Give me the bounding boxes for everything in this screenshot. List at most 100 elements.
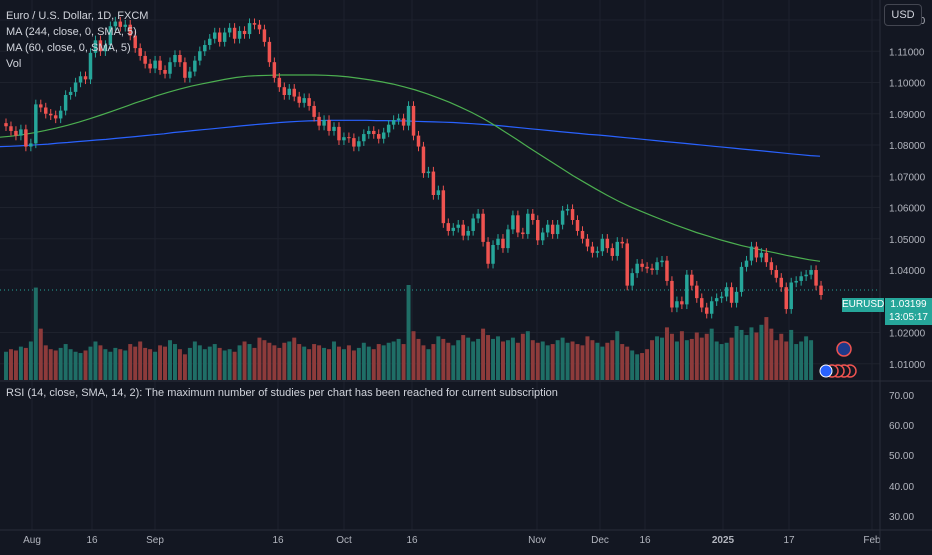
candle bbox=[53, 110, 58, 124]
ma244-legend[interactable]: MA (244, close, 0, SMA, 5) bbox=[6, 26, 137, 38]
volume-bar bbox=[212, 344, 217, 380]
candle-body bbox=[292, 88, 296, 97]
candle bbox=[227, 23, 232, 38]
volume-bar bbox=[426, 349, 431, 380]
x-tick-label: Feb bbox=[863, 535, 881, 546]
candle bbox=[660, 255, 664, 267]
x-tick-label: 16 bbox=[406, 535, 418, 546]
candle bbox=[222, 27, 227, 47]
candle-body bbox=[9, 126, 13, 131]
candle bbox=[4, 118, 8, 131]
volume-bar bbox=[655, 336, 660, 380]
candle bbox=[784, 282, 788, 314]
x-tick-label: Sep bbox=[146, 535, 164, 546]
candle-body bbox=[44, 107, 48, 114]
candle bbox=[536, 215, 540, 245]
candle-body bbox=[754, 246, 759, 258]
candle bbox=[650, 263, 654, 275]
volume-bar bbox=[689, 338, 694, 380]
candle-body bbox=[700, 298, 704, 308]
candle-body bbox=[555, 224, 560, 235]
volume-bar bbox=[580, 345, 585, 380]
candle bbox=[188, 66, 192, 83]
candle-body bbox=[456, 224, 460, 228]
volume-bar bbox=[366, 346, 371, 380]
volume-bar bbox=[669, 333, 674, 380]
candle-body bbox=[704, 307, 709, 314]
candle-body bbox=[749, 246, 754, 261]
candle bbox=[421, 141, 426, 178]
volume-bar bbox=[53, 350, 58, 380]
candle-body bbox=[208, 38, 212, 45]
candle bbox=[714, 293, 719, 306]
candle-body bbox=[262, 29, 267, 42]
volume-bar bbox=[4, 351, 8, 380]
volume-bar bbox=[48, 349, 53, 380]
candle bbox=[312, 101, 316, 122]
candle bbox=[257, 20, 262, 35]
candle-body bbox=[277, 77, 282, 88]
candle bbox=[521, 227, 525, 239]
volume-bar bbox=[356, 347, 361, 380]
currency-button[interactable]: USD bbox=[884, 4, 922, 26]
candle-body bbox=[794, 280, 798, 283]
candle bbox=[809, 265, 813, 280]
volume-bar bbox=[267, 342, 272, 380]
candle bbox=[163, 65, 167, 79]
candle-body bbox=[242, 30, 247, 35]
volume-bar bbox=[247, 344, 252, 380]
candle bbox=[14, 126, 18, 141]
candle bbox=[203, 40, 207, 56]
candle bbox=[411, 101, 416, 141]
volume-bar bbox=[595, 342, 600, 380]
candle bbox=[78, 71, 83, 88]
candle-body bbox=[193, 60, 197, 72]
candle bbox=[153, 55, 157, 74]
y-tick-label: 1.08000 bbox=[889, 141, 926, 152]
volume-bar bbox=[187, 347, 192, 380]
candle-body bbox=[784, 287, 788, 310]
candle bbox=[665, 255, 669, 286]
candle-body bbox=[386, 124, 391, 133]
volume-bar bbox=[590, 340, 595, 380]
ma60-legend[interactable]: MA (60, close, 0, SMA, 5) bbox=[6, 42, 131, 54]
candle-body bbox=[198, 51, 202, 61]
volume-bar bbox=[361, 342, 366, 380]
candle bbox=[327, 115, 331, 136]
flag-icon bbox=[819, 364, 857, 378]
volume-bar bbox=[33, 287, 38, 380]
candle bbox=[585, 234, 590, 252]
candle-body bbox=[327, 120, 331, 131]
volume-bar bbox=[192, 341, 197, 380]
candle-body bbox=[491, 245, 495, 264]
volume-bar bbox=[83, 350, 88, 380]
candle bbox=[29, 138, 33, 152]
volume-bar bbox=[222, 350, 227, 380]
candle bbox=[481, 209, 485, 247]
y-tick-label: 1.05000 bbox=[889, 235, 926, 246]
volume-bar bbox=[158, 345, 163, 380]
volume-bar bbox=[500, 341, 505, 380]
volume-bar bbox=[520, 333, 525, 380]
candle-body bbox=[416, 135, 421, 147]
symbol-title[interactable]: Euro / U.S. Dollar, 1D, FXCM bbox=[6, 10, 149, 22]
candle-body bbox=[615, 241, 620, 256]
candle-body bbox=[545, 224, 550, 233]
candle bbox=[232, 23, 237, 44]
volume-bar bbox=[302, 346, 307, 380]
volume-bar bbox=[282, 342, 287, 380]
candle-body bbox=[496, 238, 500, 245]
candle bbox=[297, 91, 301, 108]
volume-bar bbox=[143, 347, 148, 380]
candle bbox=[267, 37, 272, 67]
candle-body bbox=[620, 241, 624, 244]
candle bbox=[113, 16, 118, 31]
candle-body bbox=[282, 87, 287, 95]
volume-bar bbox=[640, 353, 645, 380]
candle-body bbox=[804, 274, 808, 277]
volume-bar bbox=[525, 331, 530, 380]
vol-legend[interactable]: Vol bbox=[6, 58, 22, 70]
candle bbox=[406, 101, 411, 131]
